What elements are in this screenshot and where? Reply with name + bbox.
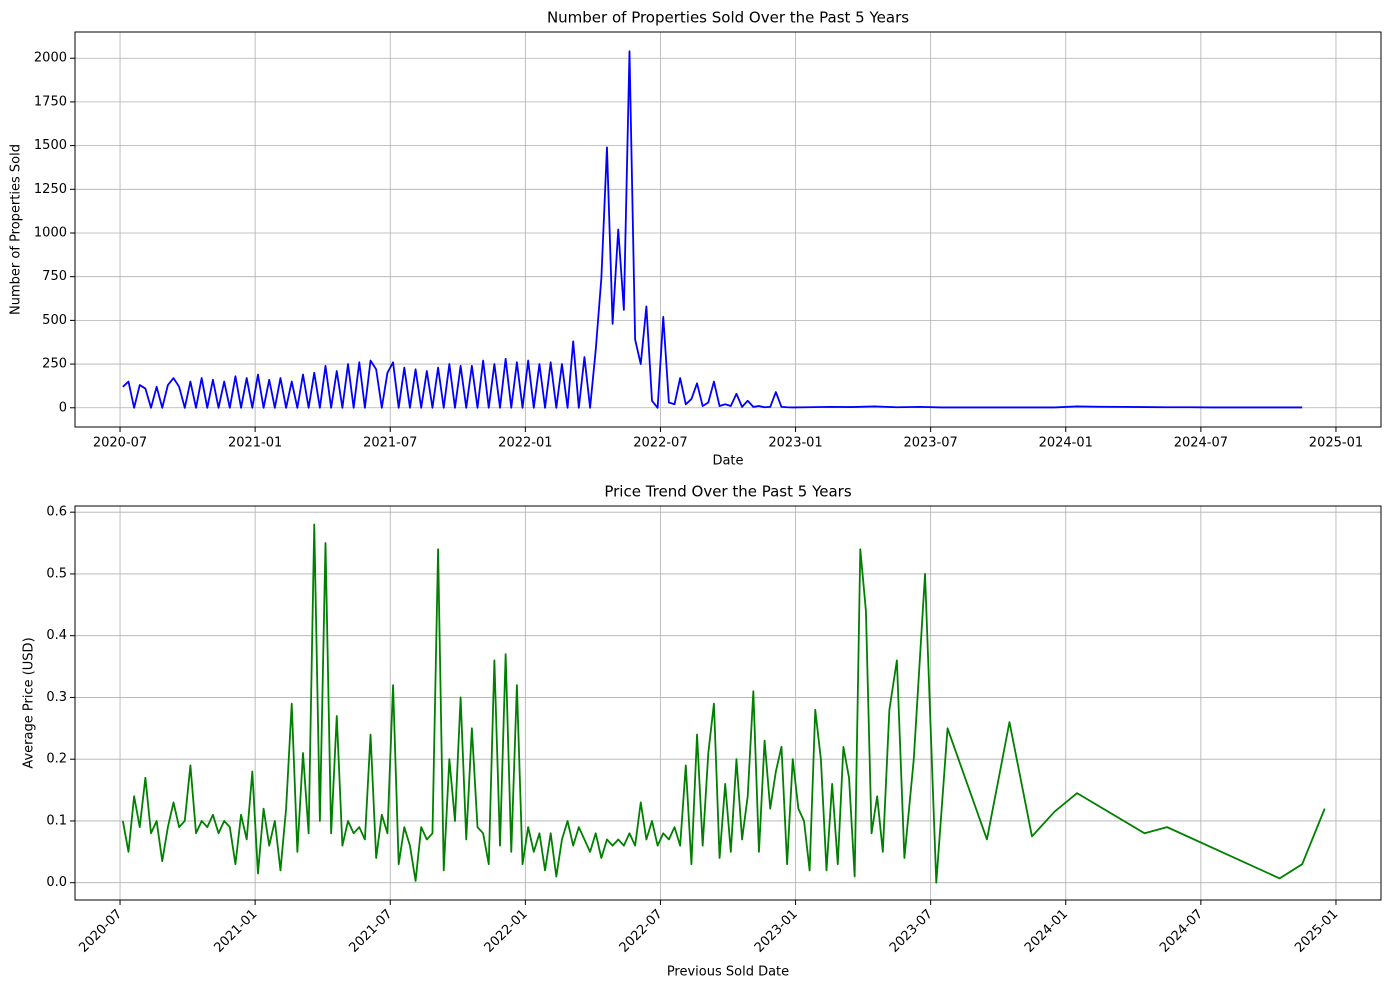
y-tick-label: 250 [42,357,67,372]
x-tick-label: 2020-07 [93,436,147,451]
chart-title: Price Trend Over the Past 5 Years [604,483,852,501]
x-tick-label: 2024-01 [1022,907,1071,956]
y-tick-label: 0 [59,400,67,415]
y-tick-label: 1500 [34,138,67,153]
y-tick-label: 0.1 [46,813,67,828]
x-tick-label: 2023-07 [903,436,957,451]
x-tick-label: 2023-07 [887,907,936,956]
y-tick-label: 0.0 [46,875,67,890]
x-tick-label: 2024-07 [1174,436,1228,451]
x-tick-label: 2022-07 [617,907,666,956]
x-tick-label: 2021-07 [363,436,417,451]
chart-title: Number of Properties Sold Over the Past … [547,9,909,27]
x-tick-label: 2025-01 [1309,436,1363,451]
plot-frame [74,505,1382,901]
y-tick-label: 0.6 [46,505,67,520]
x-tick-label: 2022-07 [633,436,687,451]
x-tick-label: 2020-07 [76,907,125,956]
x-tick-label: 2023-01 [768,436,822,451]
x-tick-label: 2025-01 [1292,907,1341,956]
x-tick-label: 2021-01 [228,436,282,451]
x-tick-label: 2022-01 [498,436,552,451]
x-tick-label: 2021-01 [211,907,260,956]
y-tick-label: 1750 [34,94,67,109]
data-line [121,523,1326,884]
x-tick-label: 2022-01 [482,907,531,956]
x-tick-label: 2023-01 [752,907,801,956]
y-tick-label: 1250 [34,182,67,197]
x-axis-label: Date [712,454,743,469]
y-axis-label: Number of Properties Sold [9,144,24,315]
y-axis-label: Average Price (USD) [22,637,37,768]
y-tick-label: 0.4 [46,628,67,643]
x-tick-label: 2021-07 [347,907,396,956]
y-tick-label: 2000 [34,51,67,66]
y-tick-label: 750 [42,269,67,284]
x-axis-label: Previous Sold Date [667,965,789,980]
y-tick-label: 0.2 [46,752,67,767]
x-tick-label: 2024-01 [1039,436,1093,451]
y-tick-label: 1000 [34,225,67,240]
plot-frame [74,31,1382,428]
y-tick-label: 0.3 [46,690,67,705]
y-tick-label: 500 [42,313,67,328]
y-tick-label: 0.5 [46,566,67,581]
data-line [122,50,1303,409]
x-tick-label: 2024-07 [1157,907,1206,956]
